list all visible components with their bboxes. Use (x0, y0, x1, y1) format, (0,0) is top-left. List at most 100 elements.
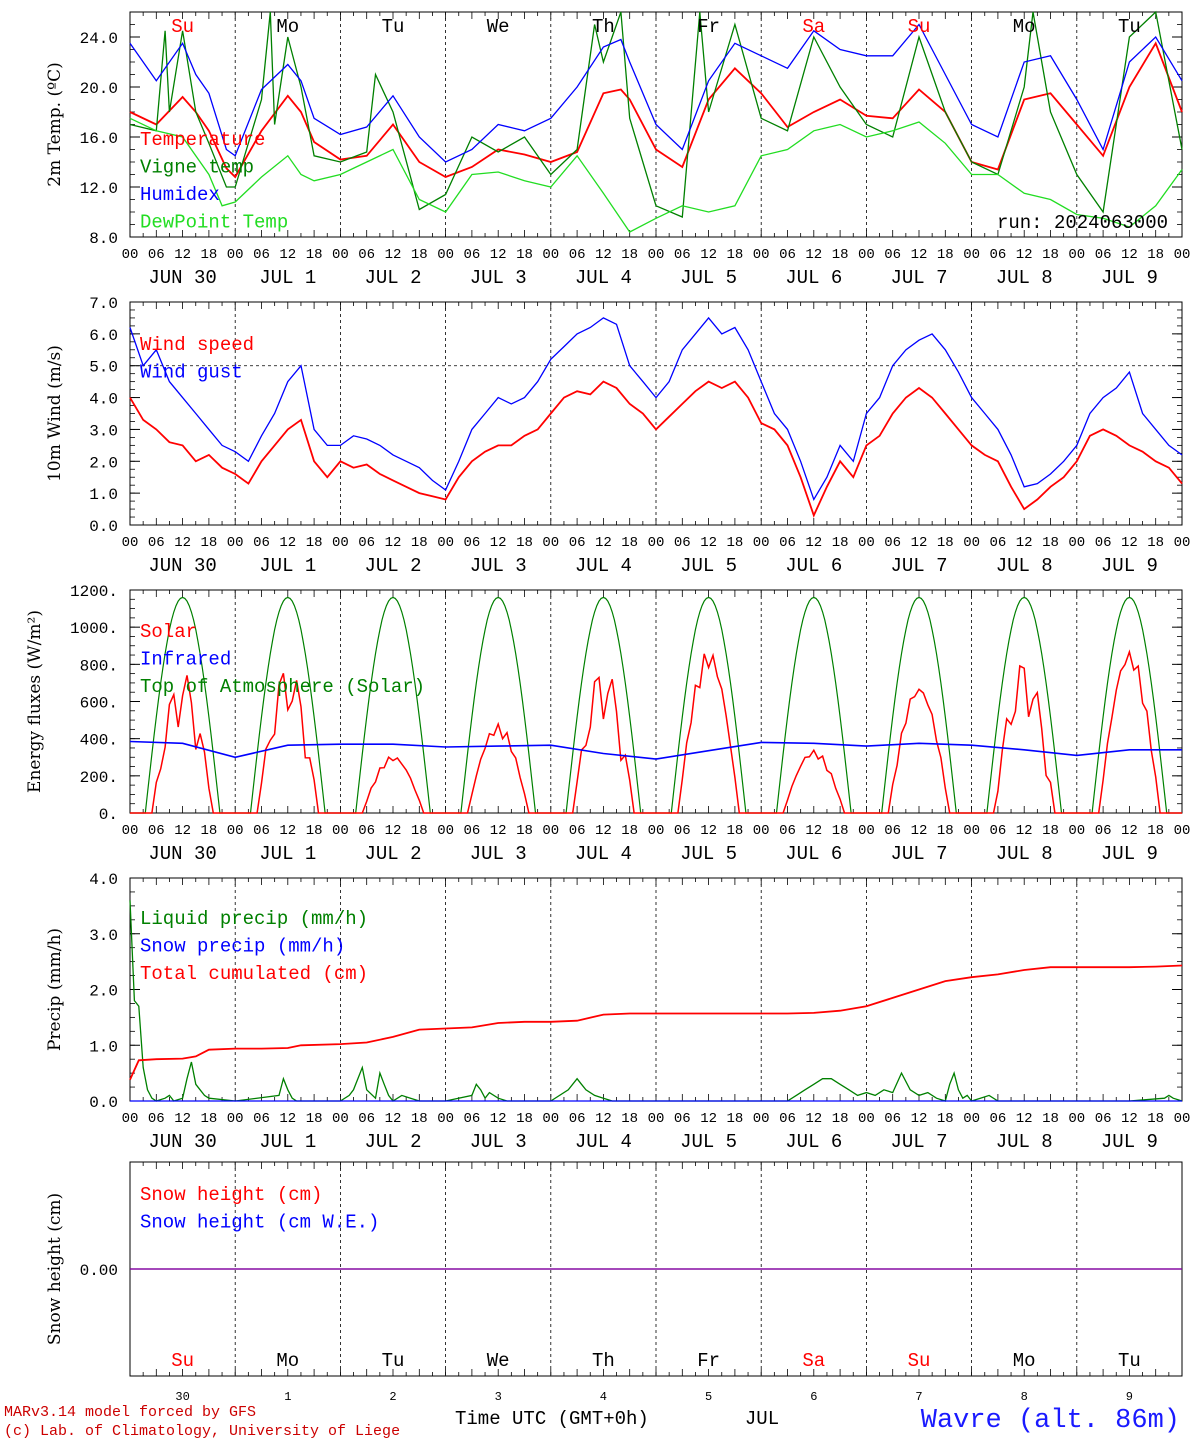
hour-label: 12 (1121, 247, 1138, 263)
hour-label: 18 (411, 247, 428, 263)
y-tick-label: 800. (80, 657, 118, 675)
y-axis-label: 10m Wind (m/s) (45, 345, 65, 482)
series-vigne (129, 10, 1183, 218)
date-label: JUL 9 (1101, 843, 1158, 865)
hour-label: 00 (1174, 247, 1191, 263)
date-label: JUL 4 (575, 267, 632, 289)
hour-label: 12 (385, 247, 402, 263)
date-label: JUL 2 (364, 1131, 421, 1153)
hour-label: 12 (385, 1111, 402, 1127)
hour-label: 12 (595, 823, 612, 839)
hour-label: 06 (253, 535, 270, 551)
date-label: JUL 5 (680, 843, 737, 865)
day-number: 9 (1126, 1390, 1133, 1404)
hour-label: 12 (805, 247, 822, 263)
legend-entry: Infrared (140, 649, 231, 671)
weekday-label: Fr (697, 1350, 720, 1372)
hour-label: 06 (674, 1111, 691, 1127)
day-number: 2 (389, 1390, 396, 1404)
hour-label: 06 (463, 247, 480, 263)
hour-label: 00 (963, 823, 980, 839)
y-tick-label: 16.0 (80, 130, 118, 148)
hour-label: 12 (595, 247, 612, 263)
hour-label: 18 (1042, 1111, 1059, 1127)
hour-label: 18 (832, 535, 849, 551)
hour-label: 00 (648, 247, 665, 263)
hour-label: 06 (779, 535, 796, 551)
date-label: JUL 5 (680, 555, 737, 577)
hour-label: 00 (437, 535, 454, 551)
day-number: 4 (600, 1390, 607, 1404)
hour-label: 06 (674, 535, 691, 551)
y-tick-label: 20.0 (80, 80, 118, 98)
hour-label: 18 (516, 823, 533, 839)
hour-label: 18 (200, 535, 217, 551)
date-label: JUL 6 (785, 267, 842, 289)
hour-label: 12 (174, 823, 191, 839)
hour-label: 06 (779, 247, 796, 263)
hour-label: 00 (542, 823, 559, 839)
hour-label: 12 (911, 1111, 928, 1127)
hour-label: 18 (1042, 247, 1059, 263)
y-axis-label: 2m Temp. (ºC) (45, 62, 65, 187)
date-label: JUL 3 (470, 267, 527, 289)
weekday-label: Mo (1013, 1350, 1036, 1372)
weekday-label: Su (908, 16, 931, 38)
lab-credit: (c) Lab. of Climatology, University of L… (4, 1423, 400, 1440)
date-label: JUL 6 (785, 843, 842, 865)
y-tick-label: 0.00 (80, 1262, 118, 1280)
hour-label: 18 (516, 247, 533, 263)
y-tick-label: 0.0 (89, 1094, 118, 1112)
date-label: JUL 6 (785, 555, 842, 577)
hour-label: 06 (463, 823, 480, 839)
hour-label: 06 (569, 247, 586, 263)
hour-label: 12 (1016, 535, 1033, 551)
hour-label: 00 (227, 823, 244, 839)
weekday-label: Tu (1118, 16, 1141, 38)
date-label: JUL 9 (1101, 555, 1158, 577)
hour-label: 06 (253, 247, 270, 263)
hour-label: 18 (411, 1111, 428, 1127)
panel-5: 0.00 Snow height (cm) Snow height (cm) Snow… (45, 1161, 1183, 1404)
weekday-label: Tu (382, 1350, 405, 1372)
series-temperature (129, 964, 1183, 1081)
hour-label: 12 (805, 535, 822, 551)
hour-label: 18 (200, 247, 217, 263)
hour-label: 06 (253, 823, 270, 839)
hour-label: 18 (306, 823, 323, 839)
day-number: 1 (284, 1390, 291, 1404)
y-axis-label: Energy fluxes (W/m²) (25, 610, 45, 793)
hour-label: 00 (963, 247, 980, 263)
hour-label: 18 (832, 247, 849, 263)
weekday-label: Su (171, 16, 194, 38)
y-axis-label: Snow height (cm) (45, 1193, 65, 1345)
x-axis-label: Time UTC (GMT+0h) (455, 1408, 649, 1430)
date-label: JUN 30 (148, 267, 216, 289)
series-humidex (129, 23, 1183, 163)
hour-label: 18 (832, 823, 849, 839)
series-dewpoint (129, 117, 1183, 233)
date-label: JUL 2 (364, 555, 421, 577)
hour-label: 00 (858, 823, 875, 839)
date-label: JUL 6 (785, 1131, 842, 1153)
hour-label: 18 (726, 1111, 743, 1127)
weekday-label: Th (592, 1350, 615, 1372)
hour-label: 12 (911, 823, 928, 839)
hour-label: 12 (700, 1111, 717, 1127)
weekday-label: We (487, 16, 510, 38)
hour-label: 12 (1016, 247, 1033, 263)
y-tick-label: 24.0 (80, 30, 118, 48)
date-label: JUL 2 (364, 267, 421, 289)
hour-label: 06 (1095, 823, 1112, 839)
hour-label: 12 (385, 823, 402, 839)
date-label: JUL 2 (364, 843, 421, 865)
hour-label: 00 (332, 823, 349, 839)
date-label: JUL 3 (470, 1131, 527, 1153)
panel-2: 0.0 1.0 2.0 3.0 4.0 5.0 6.0 7.0 10m Wind (m/s) 00… (45, 295, 1190, 577)
hour-label: 00 (542, 1111, 559, 1127)
hour-label: 00 (227, 1111, 244, 1127)
hour-label: 12 (490, 1111, 507, 1127)
hour-label: 06 (148, 535, 165, 551)
day-number: 7 (915, 1390, 922, 1404)
weekday-label: We (487, 1350, 510, 1372)
